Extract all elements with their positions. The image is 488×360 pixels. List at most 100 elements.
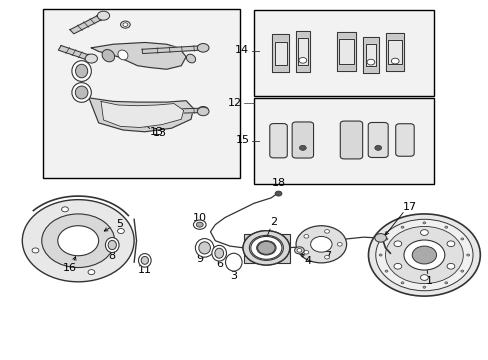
Circle shape [466,254,468,256]
Circle shape [193,220,205,229]
Ellipse shape [195,239,213,257]
Circle shape [384,270,387,272]
Circle shape [197,107,208,116]
Circle shape [420,230,427,235]
Circle shape [324,256,329,259]
Circle shape [384,238,387,240]
Circle shape [296,249,301,252]
Text: 8: 8 [108,251,116,261]
Ellipse shape [75,86,88,99]
Polygon shape [142,108,203,114]
Text: 3: 3 [230,271,237,281]
Circle shape [257,242,275,254]
Circle shape [378,254,381,256]
Text: 18: 18 [271,178,285,188]
Circle shape [85,54,97,63]
Circle shape [420,275,427,280]
Ellipse shape [105,238,119,252]
Ellipse shape [211,246,226,261]
Ellipse shape [118,50,128,60]
Ellipse shape [72,83,91,102]
Text: 9: 9 [196,253,203,264]
Text: 15: 15 [235,135,249,145]
Circle shape [422,286,425,288]
Polygon shape [363,37,378,73]
Circle shape [294,247,304,254]
Polygon shape [339,39,353,64]
Circle shape [120,21,130,28]
Circle shape [446,264,454,269]
FancyBboxPatch shape [367,122,387,157]
Text: 13: 13 [152,128,166,138]
Circle shape [304,234,308,238]
Polygon shape [297,38,307,65]
Circle shape [411,246,436,264]
Circle shape [400,226,403,228]
Circle shape [444,226,447,228]
Polygon shape [89,98,193,132]
Circle shape [374,234,386,242]
Text: 1: 1 [425,276,432,286]
Circle shape [368,214,479,296]
Circle shape [460,238,463,240]
Circle shape [310,237,331,252]
Circle shape [22,200,134,282]
Text: 12: 12 [227,98,241,108]
Ellipse shape [214,248,223,258]
Circle shape [243,231,289,265]
Bar [42,9,239,178]
Ellipse shape [141,256,148,264]
Polygon shape [274,41,286,65]
Circle shape [41,214,115,267]
Ellipse shape [225,253,242,271]
Polygon shape [142,46,203,54]
Circle shape [400,282,403,284]
Polygon shape [336,32,356,71]
Text: 4: 4 [304,256,311,266]
Circle shape [375,219,472,291]
Text: 13: 13 [150,127,163,137]
Circle shape [298,58,306,63]
FancyBboxPatch shape [291,122,313,158]
Text: 14: 14 [235,45,249,55]
Circle shape [299,145,305,150]
Text: 11: 11 [138,265,151,275]
Circle shape [366,59,374,65]
Ellipse shape [102,50,114,62]
Circle shape [198,44,208,52]
Text: 16: 16 [62,262,76,273]
Circle shape [374,145,381,150]
Ellipse shape [108,240,116,249]
Circle shape [32,248,39,253]
Circle shape [88,270,95,275]
Text: 10: 10 [192,212,206,222]
Circle shape [61,207,68,212]
Polygon shape [295,31,309,72]
Polygon shape [58,46,93,61]
Ellipse shape [186,54,195,63]
Bar [243,234,289,263]
Polygon shape [91,42,186,69]
Circle shape [58,226,99,256]
Text: 7: 7 [324,251,331,261]
Circle shape [196,222,203,227]
Circle shape [385,226,462,284]
Text: 6: 6 [216,259,223,269]
Circle shape [337,243,342,246]
Circle shape [243,231,289,265]
Polygon shape [70,14,105,34]
Circle shape [304,251,308,254]
Circle shape [403,240,444,270]
Circle shape [393,241,401,247]
Circle shape [197,44,208,52]
Circle shape [446,241,454,247]
Ellipse shape [199,242,210,254]
Circle shape [444,282,447,284]
FancyBboxPatch shape [395,124,413,156]
FancyBboxPatch shape [269,123,287,158]
Ellipse shape [138,253,151,267]
Circle shape [97,11,109,20]
Bar [254,10,433,96]
Circle shape [390,58,398,64]
Text: 5: 5 [116,219,123,229]
